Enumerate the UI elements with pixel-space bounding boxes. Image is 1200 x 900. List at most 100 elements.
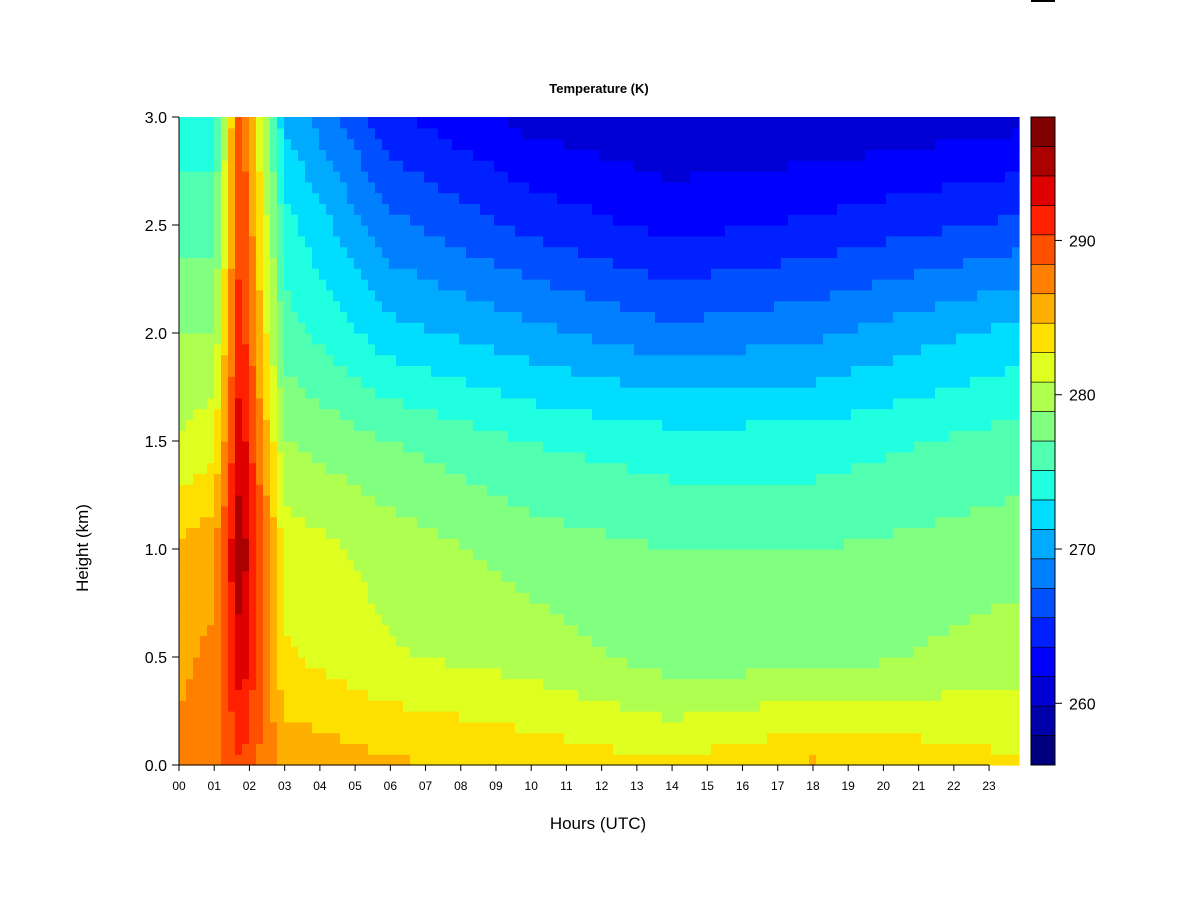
heatmap-cell xyxy=(690,667,698,680)
heatmap-cell xyxy=(193,268,201,280)
heatmap-cell xyxy=(571,603,579,615)
heatmap-cell xyxy=(585,505,593,518)
heatmap-cell xyxy=(424,667,432,680)
heatmap-cell xyxy=(179,289,187,302)
heatmap-cell xyxy=(578,678,586,690)
heatmap-cell xyxy=(305,127,313,140)
heatmap-cell xyxy=(501,387,509,399)
heatmap-cell xyxy=(417,160,425,172)
heatmap-cell xyxy=(536,235,544,248)
heatmap-cell xyxy=(410,624,418,636)
heatmap-cell xyxy=(319,149,327,161)
heatmap-cell xyxy=(529,700,537,712)
heatmap-cell xyxy=(676,376,684,388)
heatmap-cell xyxy=(641,581,649,593)
heatmap-cell xyxy=(739,333,747,345)
heatmap-cell xyxy=(368,657,376,669)
heatmap-cell xyxy=(382,171,390,183)
heatmap-cell xyxy=(193,700,201,712)
heatmap-cell xyxy=(389,376,397,388)
heatmap-cell xyxy=(669,603,677,615)
heatmap-cell xyxy=(613,527,621,539)
heatmap-cell xyxy=(291,117,299,129)
heatmap-cell xyxy=(256,289,264,302)
heatmap-cell xyxy=(676,743,684,755)
heatmap-cell xyxy=(697,635,705,647)
heatmap-cell xyxy=(305,289,313,302)
heatmap-cell xyxy=(508,505,516,518)
heatmap-cell xyxy=(249,225,257,237)
heatmap-cell xyxy=(249,138,257,150)
heatmap-cell xyxy=(711,441,719,453)
heatmap-cell xyxy=(410,613,418,626)
heatmap-cell xyxy=(326,603,334,615)
heatmap-cell xyxy=(550,225,558,237)
heatmap-cell xyxy=(753,268,761,280)
heatmap-cell xyxy=(270,181,278,194)
heatmap-cell xyxy=(578,225,586,237)
heatmap-cell xyxy=(494,754,502,766)
heatmap-cell xyxy=(697,419,705,431)
heatmap-cell xyxy=(438,300,446,312)
heatmap-cell xyxy=(319,603,327,615)
heatmap-cell xyxy=(249,743,257,755)
heatmap-cell xyxy=(312,235,320,248)
heatmap-cell xyxy=(389,592,397,604)
heatmap-cell xyxy=(277,343,285,356)
heatmap-cell xyxy=(592,235,600,248)
heatmap-cell xyxy=(228,711,236,723)
heatmap-cell xyxy=(368,581,376,593)
heatmap-cell xyxy=(354,257,362,269)
heatmap-cell xyxy=(592,505,600,518)
heatmap-cell xyxy=(284,430,292,442)
heatmap-cell xyxy=(634,484,642,496)
heatmap-cell xyxy=(368,171,376,183)
heatmap-cell xyxy=(438,754,446,766)
heatmap-cell xyxy=(466,635,474,647)
heatmap-cell xyxy=(501,754,509,766)
heatmap-cell xyxy=(522,171,530,183)
heatmap-cell xyxy=(417,235,425,248)
heatmap-cell xyxy=(648,624,656,636)
heatmap-cell xyxy=(179,581,187,593)
heatmap-cell xyxy=(242,711,250,723)
heatmap-cell xyxy=(676,387,684,399)
heatmap-cell xyxy=(662,203,670,215)
heatmap-cell xyxy=(179,365,187,377)
heatmap-cell xyxy=(207,527,215,539)
heatmap-cell xyxy=(263,354,271,366)
heatmap-cell xyxy=(459,678,467,690)
heatmap-cell xyxy=(697,160,705,172)
heatmap-cell xyxy=(410,678,418,690)
heatmap-cell xyxy=(361,322,369,334)
heatmap-cell xyxy=(200,268,208,280)
heatmap-cell xyxy=(480,160,488,172)
heatmap-cell xyxy=(459,721,467,734)
heatmap-cell xyxy=(480,603,488,615)
heatmap-cell xyxy=(557,214,565,226)
heatmap-cell xyxy=(683,592,691,604)
heatmap-cell xyxy=(361,711,369,723)
heatmap-cell xyxy=(298,343,306,356)
heatmap-cell xyxy=(403,484,411,496)
heatmap-cell xyxy=(501,343,509,356)
heatmap-cell xyxy=(200,203,208,215)
heatmap-cell xyxy=(438,127,446,140)
heatmap-cell xyxy=(592,754,600,766)
heatmap-cell xyxy=(368,192,376,204)
heatmap-cell xyxy=(347,635,355,647)
heatmap-cell xyxy=(522,603,530,615)
heatmap-cell xyxy=(193,754,201,766)
heatmap-cell xyxy=(501,365,509,377)
heatmap-cell xyxy=(221,246,229,258)
heatmap-cell xyxy=(284,333,292,345)
heatmap-cell xyxy=(270,117,278,129)
heatmap-cell xyxy=(508,268,516,280)
heatmap-cell xyxy=(179,408,187,420)
heatmap-cell xyxy=(431,181,439,194)
heatmap-cell xyxy=(599,667,607,680)
heatmap-cell xyxy=(354,430,362,442)
heatmap-cell xyxy=(522,754,530,766)
heatmap-cell xyxy=(536,387,544,399)
heatmap-cell xyxy=(403,495,411,507)
